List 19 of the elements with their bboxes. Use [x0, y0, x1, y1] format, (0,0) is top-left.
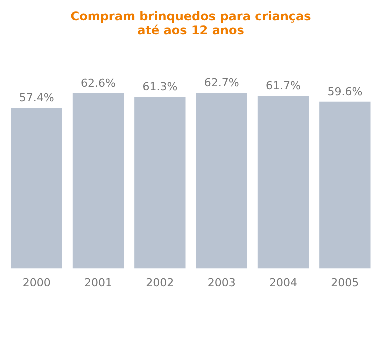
data-label: 57.4% [19, 91, 54, 104]
data-label: 61.3% [142, 80, 178, 94]
x-tick-label: 2005 [331, 276, 360, 290]
x-tick-label: 2003 [208, 276, 236, 290]
bar [258, 96, 310, 269]
data-label: 59.6% [328, 85, 363, 98]
bar [320, 102, 371, 269]
data-label: 62.7% [204, 76, 240, 90]
bar [196, 93, 248, 269]
data-label: 61.7% [266, 79, 301, 92]
bar [134, 97, 186, 269]
x-tick-label: 2000 [22, 276, 51, 290]
x-tick-label: 2002 [146, 276, 174, 290]
chart-title: Compram brinquedos para crianças até aos 12 anos [70, 9, 312, 38]
x-tick-label: 2001 [84, 276, 112, 290]
data-label: 62.6% [81, 76, 116, 90]
x-tick-label: 2004 [270, 276, 298, 290]
bar [11, 108, 62, 269]
bar [72, 94, 124, 269]
